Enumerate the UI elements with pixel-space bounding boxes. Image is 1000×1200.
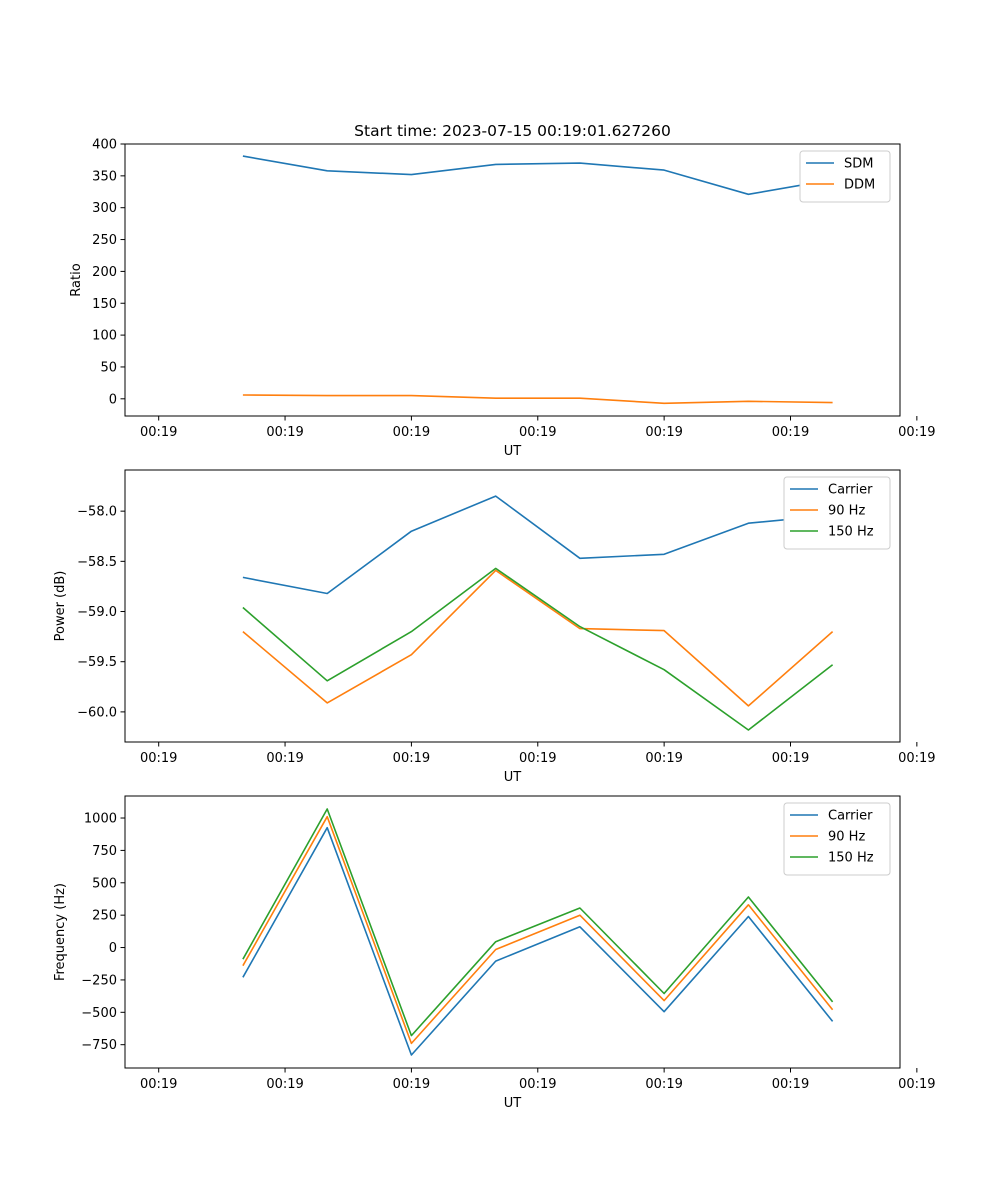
axes-frame (124, 143, 901, 417)
y-tick-label: −59.0 (77, 605, 117, 620)
x-tick-label: 00:19 (519, 1077, 556, 1092)
x-tick-label: 00:19 (266, 425, 303, 440)
legend-label: Carrier (828, 809, 873, 824)
chart-panel-1: 00:19 00:19 00:19 00:19 00:19 00:19 00:19 0 50 10… (69, 138, 936, 460)
x-tick-label: 00:19 (645, 425, 682, 440)
x-tick-label: 00:19 (898, 1077, 935, 1092)
x-tick-label: 00:19 (898, 751, 935, 766)
y-tick-label: 500 (92, 876, 117, 891)
chart-panel-2: 00:19 00:19 00:19 00:19 00:19 00:19 00:19 −60.0… (53, 469, 936, 785)
y-tick-label: −500 (81, 1006, 117, 1021)
legend: SDM DDM (799, 150, 891, 203)
x-tick-label: 00:19 (393, 751, 430, 766)
y-tick-label: −58.5 (77, 555, 117, 570)
axes-frame (124, 795, 901, 1069)
x-tick-label: 00:19 (519, 425, 556, 440)
y-tick-label: 400 (92, 138, 117, 153)
series-line-carrier (242, 826, 834, 1056)
y-tick-label: −750 (81, 1038, 117, 1053)
y-axis-label: Frequency (Hz) (53, 883, 68, 981)
legend-label: DDM (844, 178, 875, 193)
axes-frame (124, 469, 901, 743)
y-tick-label: 50 (100, 360, 117, 375)
chart-panel-3: 00:19 00:19 00:19 00:19 00:19 00:19 00:19 −750 −… (53, 795, 936, 1111)
series-line-90-hz (242, 815, 834, 1045)
y-tick-label: 350 (92, 169, 117, 184)
legend-label: 150 Hz (828, 525, 874, 540)
y-axis-label: Ratio (69, 263, 84, 296)
x-axis-label: UT (504, 1096, 522, 1111)
x-tick-label: 00:19 (772, 425, 809, 440)
y-tick-label: −59.5 (77, 655, 117, 670)
x-tick-label: 00:19 (140, 751, 177, 766)
x-tick-label: 00:19 (393, 425, 430, 440)
x-tick-label: 00:19 (266, 1077, 303, 1092)
y-tick-label: 1000 (84, 812, 117, 827)
x-axis-label: UT (504, 770, 522, 785)
series-line-150-hz (242, 567, 834, 731)
y-tick-label: 0 (109, 941, 117, 956)
series-line-carrier (242, 495, 833, 595)
y-tick-label: −58.0 (77, 505, 117, 520)
series-line-150-hz (242, 808, 834, 1037)
series-line-sdm (242, 155, 833, 196)
x-tick-label: 00:19 (266, 751, 303, 766)
x-tick-label: 00:19 (645, 751, 682, 766)
y-tick-label: −60.0 (77, 705, 117, 720)
legend: Carrier 90 Hz 150 Hz (783, 802, 891, 876)
legend-label: 150 Hz (828, 851, 874, 866)
y-tick-label: 250 (92, 909, 117, 924)
legend: Carrier 90 Hz 150 Hz (783, 476, 891, 550)
y-tick-label: 750 (92, 844, 117, 859)
x-axis-label: UT (504, 444, 522, 459)
legend-label: SDM (844, 157, 873, 172)
x-tick-label: 00:19 (772, 1077, 809, 1092)
series-line-90-hz (242, 569, 834, 707)
x-tick-label: 00:19 (645, 1077, 682, 1092)
x-tick-label: 00:19 (140, 1077, 177, 1092)
y-tick-label: 150 (92, 297, 117, 312)
legend-label: 90 Hz (828, 830, 865, 845)
y-axis-label: Power (dB) (53, 571, 68, 642)
y-tick-label: −250 (81, 973, 117, 988)
y-tick-label: 0 (109, 392, 117, 407)
y-tick-label: 250 (92, 233, 117, 248)
x-tick-label: 00:19 (519, 751, 556, 766)
x-tick-label: 00:19 (393, 1077, 430, 1092)
x-tick-label: 00:19 (898, 425, 935, 440)
x-tick-label: 00:19 (772, 751, 809, 766)
y-tick-label: 200 (92, 265, 117, 280)
y-tick-label: 100 (92, 329, 117, 344)
legend-label: Carrier (828, 483, 873, 498)
legend-label: 90 Hz (828, 504, 865, 519)
chart-title: Start time: 2023-07-15 00:19:01.627260 (354, 122, 671, 140)
series-line-ddm (242, 394, 833, 405)
x-tick-label: 00:19 (140, 425, 177, 440)
y-tick-label: 300 (92, 201, 117, 216)
